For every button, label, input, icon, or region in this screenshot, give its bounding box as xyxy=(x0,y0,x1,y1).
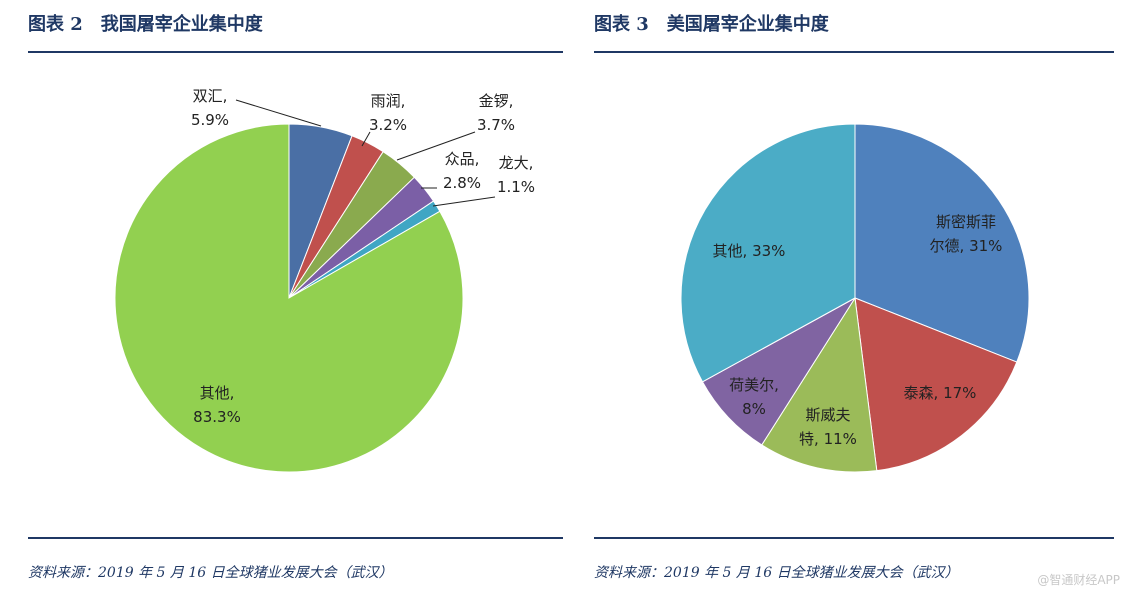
chart-title-usa: 图表 3 美国屠宰企业集中度 xyxy=(594,10,829,36)
bottom-divider xyxy=(28,537,563,539)
china-panel: 图表 2 我国屠宰企业集中度 双汇, 5.9% 雨润, 3.2% 金锣, 3.7% 众品, 2.… xyxy=(28,10,563,581)
pie-slice-4 xyxy=(680,123,856,383)
slice-value-label-3: 8% xyxy=(742,400,766,418)
slice-label-4: 其他, 33% xyxy=(713,242,786,260)
figure-title: 我国屠宰企业集中度 xyxy=(100,14,263,35)
slice-label-0: 双汇, xyxy=(193,87,228,105)
figure-number: 图表 2 xyxy=(28,14,83,35)
top-divider xyxy=(594,51,1114,53)
slice-label-1: 泰森, 17% xyxy=(904,384,977,402)
pie-chart-china: 双汇, 5.9% 雨润, 3.2% 金锣, 3.7% 众品, 2.8% 龙大, 1.1% 其他, 83… xyxy=(114,87,535,473)
slice-value-label-4: 1.1% xyxy=(497,178,535,196)
slice-value-label-5: 83.3% xyxy=(193,408,241,426)
leader-line-0 xyxy=(235,99,322,127)
slice-value-label-3: 2.8% xyxy=(443,174,481,192)
pie-slice-5 xyxy=(114,123,464,473)
slice-value-label-2: 特, 11% xyxy=(799,430,857,448)
source-note: 资料来源：2019 年 5 月 16 日全球猪业发展大会（武汉） xyxy=(594,565,959,581)
slice-value-label-0: 尔德, 31% xyxy=(930,237,1003,255)
pie-slice-2 xyxy=(761,296,878,473)
slice-label-4: 龙大, xyxy=(499,154,534,172)
slice-label-2: 斯威夫 xyxy=(805,406,850,424)
chart-title-china: 图表 2 我国屠宰企业集中度 xyxy=(28,10,263,36)
figure-number: 图表 3 xyxy=(594,14,649,35)
slice-label-1: 雨润, xyxy=(371,92,406,110)
pie-slice-0 xyxy=(854,123,1030,363)
slice-label-5: 其他, xyxy=(200,384,235,402)
leader-line-2 xyxy=(396,131,476,161)
source-note: 资料来源：2019 年 5 月 16 日全球猪业发展大会（武汉） xyxy=(28,565,393,581)
bottom-divider xyxy=(594,537,1114,539)
slice-label-3: 荷美尔, xyxy=(729,376,779,394)
slice-label-3: 众品, xyxy=(445,150,480,168)
pie-slice-1 xyxy=(854,297,1018,472)
slice-value-label-0: 5.9% xyxy=(191,111,229,129)
slice-label-2: 金锣, xyxy=(479,92,514,110)
slice-value-label-2: 3.7% xyxy=(477,116,515,134)
usa-panel: 图表 3 美国屠宰企业集中度 斯密斯菲尔德, 31% 泰森, 17% 斯威夫特, 11… xyxy=(566,0,1132,602)
top-divider xyxy=(28,51,563,53)
slice-label-0: 斯密斯菲 xyxy=(936,213,996,231)
leader-line-1 xyxy=(361,131,371,147)
leader-line-4 xyxy=(432,196,496,207)
figure-title: 美国屠宰企业集中度 xyxy=(666,14,829,35)
slice-value-label-1: 3.2% xyxy=(369,116,407,134)
watermark-text: @智通财经APP xyxy=(1037,573,1120,587)
